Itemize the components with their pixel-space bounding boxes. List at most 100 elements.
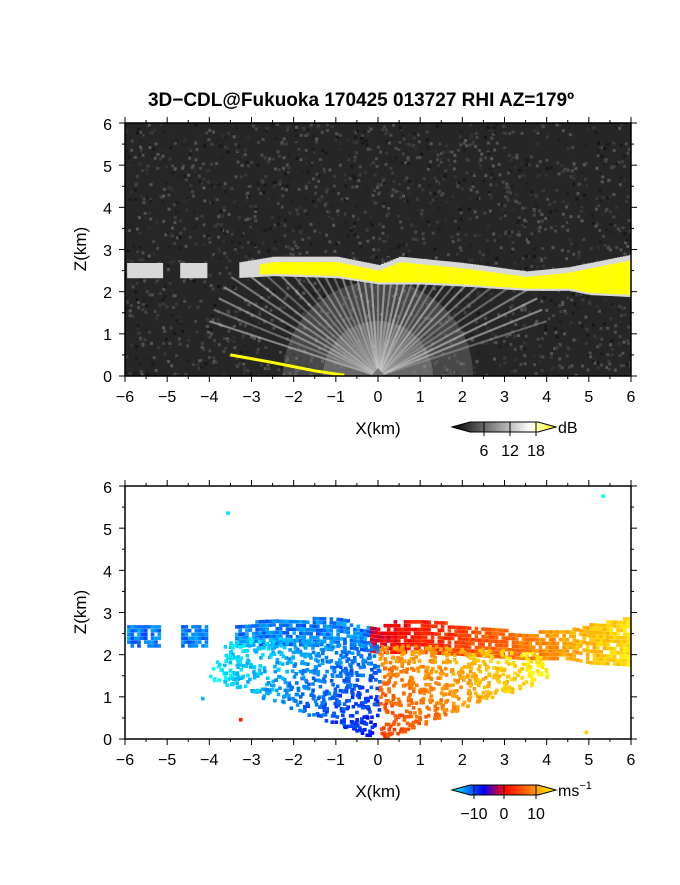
noise-pixel [597,154,600,157]
noise-pixel [572,253,575,256]
y-tick-label: 3 [103,243,112,260]
noise-pixel [408,180,411,183]
noise-pixel [332,170,335,173]
velocity-pixel [401,644,405,648]
noise-pixel [152,240,155,243]
noise-pixel [170,326,173,329]
velocity-pixel [569,646,573,650]
velocity-pixel [417,643,421,647]
noise-pixel [144,212,147,215]
noise-pixel [206,325,209,328]
noise-pixel [407,217,410,220]
noise-pixel [405,244,408,247]
velocity-pixel [316,712,320,716]
noise-pixel [480,168,483,171]
noise-pixel [626,245,629,248]
velocity-pixel [406,644,410,648]
velocity-pixel [478,642,482,646]
noise-pixel [304,156,307,159]
velocity-pixel [488,643,492,647]
noise-pixel [556,344,559,347]
velocity-pixel [491,632,495,636]
velocity-pixel [623,648,627,652]
velocity-pixel [127,629,131,633]
velocity-pixel [198,633,202,637]
noise-pixel [560,310,563,313]
noise-pixel [524,309,527,312]
noise-pixel [254,155,257,158]
velocity-pixel [245,632,249,636]
noise-pixel [269,309,272,312]
velocity-pixel [458,641,462,645]
noise-pixel [165,306,168,309]
velocity-pixel [303,628,307,632]
noise-pixel [339,134,342,137]
velocity-pixel [340,622,344,626]
noise-pixel [154,157,157,160]
noise-pixel [246,369,249,372]
velocity-pixel [326,636,330,640]
noise-pixel [135,305,138,308]
noise-pixel [567,203,570,206]
velocity-pixel [299,628,303,632]
noise-pixel [296,246,299,249]
noise-pixel [254,244,257,247]
velocity-pixel [276,627,280,631]
noise-pixel [469,144,472,147]
noise-pixel [519,169,522,172]
velocity-pixel [249,624,253,628]
velocity-pixel [188,637,192,641]
noise-pixel [137,306,140,309]
noise-pixel [372,194,375,197]
velocity-pixel [586,626,590,630]
velocity-pixel [289,643,293,647]
noise-pixel [535,126,538,129]
layer-core-pixel [378,271,382,283]
velocity-pixel [616,659,620,663]
velocity-pixel [380,632,384,636]
noise-pixel [227,330,230,333]
velocity-pixel [272,623,276,627]
noise-pixel [596,203,599,206]
noise-pixel [332,224,335,227]
noise-pixel [430,151,433,154]
noise-pixel [220,229,223,232]
velocity-pixel [545,668,549,672]
velocity-pixel [579,659,583,663]
noise-pixel [136,131,139,134]
velocity-pixel [369,662,373,666]
velocity-pixel [361,660,365,664]
noise-pixel [211,314,214,317]
noise-pixel [460,130,463,133]
noise-pixel [203,223,206,226]
noise-pixel [227,132,230,135]
noise-pixel [203,144,206,147]
noise-pixel [492,233,495,236]
noise-pixel [353,222,356,225]
velocity-pixel [451,625,455,629]
noise-pixel [515,193,518,196]
noise-pixel [206,244,209,247]
velocity-pixel [373,702,377,706]
velocity-pixel [427,620,431,624]
noise-pixel [296,134,299,137]
velocity-pixel [376,699,380,703]
noise-pixel [556,335,559,338]
velocity-pixel [379,695,383,699]
noise-pixel [240,124,243,127]
velocity-pixel [498,647,502,651]
noise-pixel [534,315,537,318]
velocity-pixel [626,659,630,663]
velocity-pixel [181,640,185,644]
velocity-pixel [278,686,282,690]
noise-pixel [287,171,290,174]
velocity-pixel [262,697,266,701]
velocity-pixel [394,628,398,632]
velocity-pixel [388,672,392,676]
noise-pixel [305,187,308,190]
noise-pixel [440,161,443,164]
velocity-pixel [509,657,513,661]
noise-pixel [246,153,249,156]
velocity-pixel [394,632,398,636]
velocity-pixel [249,641,253,645]
